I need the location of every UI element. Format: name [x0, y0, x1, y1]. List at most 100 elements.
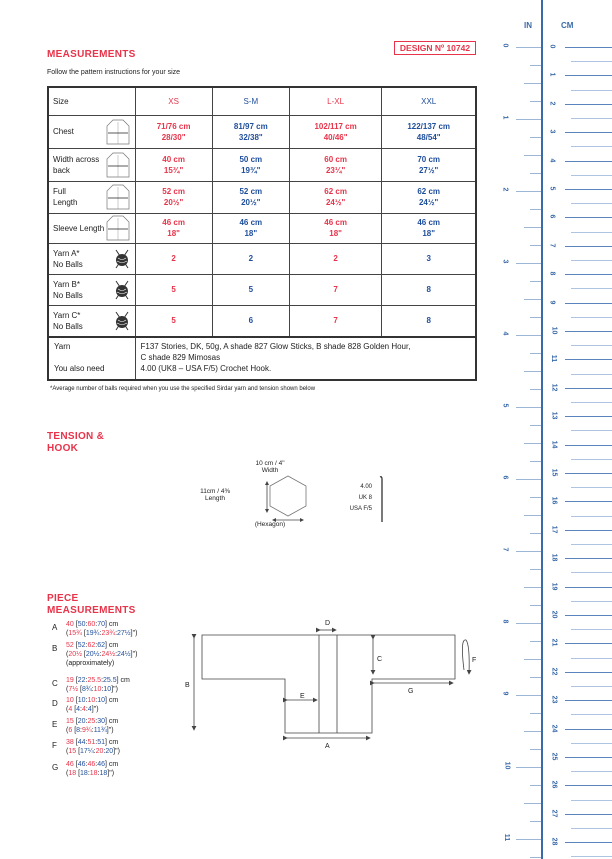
piece-value: :	[85, 697, 88, 704]
cm-major-tick	[565, 416, 612, 418]
row-label: Sleeve Length	[47, 212, 136, 244]
cm-label: 25	[550, 752, 558, 761]
value-line: 81/97 cm	[233, 121, 268, 131]
inch-minor-tick	[530, 389, 541, 390]
piece-value: 15	[66, 718, 74, 725]
inch-minor-tick	[524, 299, 541, 300]
piece-value: 10	[87, 697, 96, 704]
piece-item-g: G 46 [46:46:46] cm (18 [18:18:18]")	[52, 760, 118, 778]
value-line: 18"	[329, 229, 342, 238]
yarn-ball-icon	[113, 280, 131, 300]
piece-value: 25.5	[103, 677, 117, 684]
piece-value: 52	[66, 642, 74, 649]
value-cell: 70 cm 27½"	[381, 147, 477, 182]
piece-heading-line: MEASUREMENTS	[47, 605, 136, 616]
piece-value: 62	[87, 642, 96, 649]
piece-value: 6	[68, 727, 73, 734]
cm-minor-tick	[571, 686, 612, 687]
piece-value: 18	[99, 770, 108, 777]
value-line: 23¼"	[325, 165, 346, 175]
piece-line: (18 [18:18:18]")	[66, 769, 118, 778]
cm-label: 21	[550, 638, 558, 647]
value-cell: 60 cm 23¼"	[288, 147, 383, 182]
piece-value: [	[73, 697, 78, 704]
size-l-xl: L-XL	[288, 86, 383, 116]
width-label: 10 cm / 4" Width	[240, 460, 300, 474]
piece-value: [	[73, 642, 78, 649]
hexagon-label: (Hexagon)	[254, 521, 286, 528]
piece-value: :	[115, 651, 118, 658]
cm-minor-tick	[571, 89, 612, 91]
piece-item-f: F 38 [44:51:51] cm (15 [17¼:20:20]")	[52, 738, 120, 756]
cm-major-tick	[565, 785, 612, 787]
inch-major-tick	[516, 191, 541, 192]
piece-value: 38	[66, 739, 74, 746]
piece-value: [	[73, 718, 78, 725]
inch-label: 8	[501, 619, 509, 624]
size-s-m: S-M	[211, 86, 290, 116]
cm-major-tick	[565, 274, 612, 276]
label-g: G	[408, 688, 413, 695]
value-line: 62 cm	[324, 187, 347, 196]
cm-label: 23	[550, 695, 558, 704]
value-line: 40/46"	[323, 132, 348, 142]
value-cell: 8	[381, 273, 477, 306]
hook-size: UK 8	[358, 495, 372, 501]
piece-line: 10 [10:10:10] cm	[66, 696, 118, 705]
value-cell: 5	[134, 273, 213, 306]
inch-major-tick	[516, 839, 541, 840]
value-line: 102/117 cm	[314, 121, 357, 131]
yarn-text: F137 Stories, DK, 50g, A shade 827 Glow …	[140, 342, 411, 351]
piece-value: (approximately)	[66, 660, 115, 667]
cm-minor-tick	[571, 742, 612, 744]
row-label-line: Yarn A*	[53, 248, 80, 258]
inch-major-tick	[516, 551, 541, 552]
piece-item-a: A 40 [50:60:70] cm (15¾ [19¾:23¾:27½]")	[52, 620, 137, 638]
cm-label: 7	[548, 243, 556, 248]
value-line: 7	[333, 316, 338, 326]
cm-label: 14	[550, 440, 558, 448]
piece-value: 15	[68, 748, 77, 755]
inch-minor-tick	[530, 569, 541, 570]
size-label: Size	[47, 86, 136, 116]
piece-item-b: B 52 [52:62:62] cm (20½ [20½:24½:24½]") (ap…	[52, 641, 137, 668]
piece-value: :	[85, 621, 88, 628]
value-cell: 5	[134, 304, 213, 338]
garment-length-icon	[105, 183, 131, 211]
piece-line: (15¾ [19¾:23¾:27½]")	[66, 629, 137, 638]
cm-minor-tick	[571, 544, 612, 545]
value-line: 46 cm	[239, 218, 263, 227]
cm-label: 13	[550, 411, 558, 420]
cm-label: 1	[548, 72, 556, 77]
cm-minor-tick	[571, 572, 612, 574]
cm-minor-tick	[571, 146, 612, 148]
cm-label: 8	[548, 271, 556, 276]
design-number-badge: DESIGN Nº 10742	[394, 41, 476, 55]
value-line: 7	[333, 285, 338, 294]
label-c: C	[377, 656, 382, 663]
inch-major-tick	[516, 119, 541, 120]
cm-major-tick	[565, 757, 612, 758]
piece-value: ] cm	[104, 697, 119, 704]
cm-minor-tick	[571, 657, 612, 659]
value-cell: 3	[381, 242, 477, 275]
value-cell: 2	[211, 242, 290, 275]
piece-value: 44	[77, 739, 86, 746]
value-cell: 46 cm 18"	[211, 212, 290, 244]
value-line: 60 cm	[324, 154, 347, 164]
piece-letter: E	[52, 720, 58, 729]
value-line: 27½"	[418, 165, 439, 175]
inch-minor-tick	[530, 785, 541, 786]
cm-major-tick	[565, 160, 612, 162]
inch-label: 3	[501, 259, 509, 264]
width-label-line: 10 cm / 4"	[255, 460, 285, 467]
value-cell: 40 cm 15¾"	[134, 147, 213, 182]
piece-value: (	[66, 727, 69, 734]
value-cell: 7	[288, 304, 383, 338]
value-cell: 46 cm 18"	[288, 212, 383, 244]
cm-minor-tick	[571, 799, 612, 801]
piece-value: :	[85, 642, 88, 649]
inch-label: 10	[503, 761, 511, 770]
value-cell: 6	[211, 304, 290, 338]
inch-minor-tick	[524, 83, 541, 84]
